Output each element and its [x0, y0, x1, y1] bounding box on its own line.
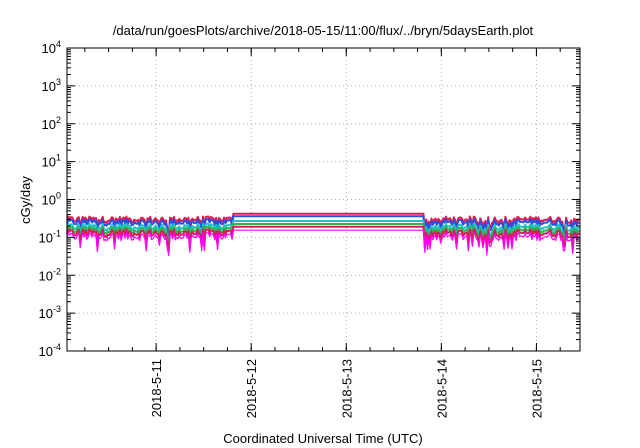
y-tick-label: 10-2	[39, 266, 61, 283]
y-tick-label: 102	[42, 115, 61, 132]
y-tick-label: 10-3	[39, 304, 61, 321]
y-tick-label: 10-1	[39, 228, 61, 245]
y-tick-label: 100	[42, 191, 61, 208]
y-axis-label: cGy/day	[18, 176, 33, 224]
series-line	[66, 229, 580, 256]
x-axis-label: Coordinated Universal Time (UTC)	[223, 431, 422, 446]
grid	[67, 48, 580, 351]
data-series	[66, 212, 580, 256]
series-line	[66, 215, 580, 239]
x-axis-ticks: 2018-5-11 2018-5-12 2018-5-13 2018-5-14 2018…	[84, 48, 561, 418]
y-tick-label: 10-4	[39, 342, 61, 359]
x-tick-label: 2018-5-15	[529, 359, 544, 418]
y-tick-label: 101	[42, 153, 61, 170]
x-tick-label: 2018-5-11	[149, 359, 164, 417]
y-tick-label: 104	[42, 39, 61, 56]
x-tick-label: 2018-5-12	[244, 359, 259, 418]
x-tick-label: 2018-5-14	[434, 359, 449, 418]
chart-title: /data/run/goesPlots/archive/2018-05-15/1…	[113, 23, 534, 38]
y-tick-label: 103	[42, 77, 61, 94]
x-tick-label: 2018-5-13	[339, 359, 354, 418]
series-line	[66, 225, 580, 253]
